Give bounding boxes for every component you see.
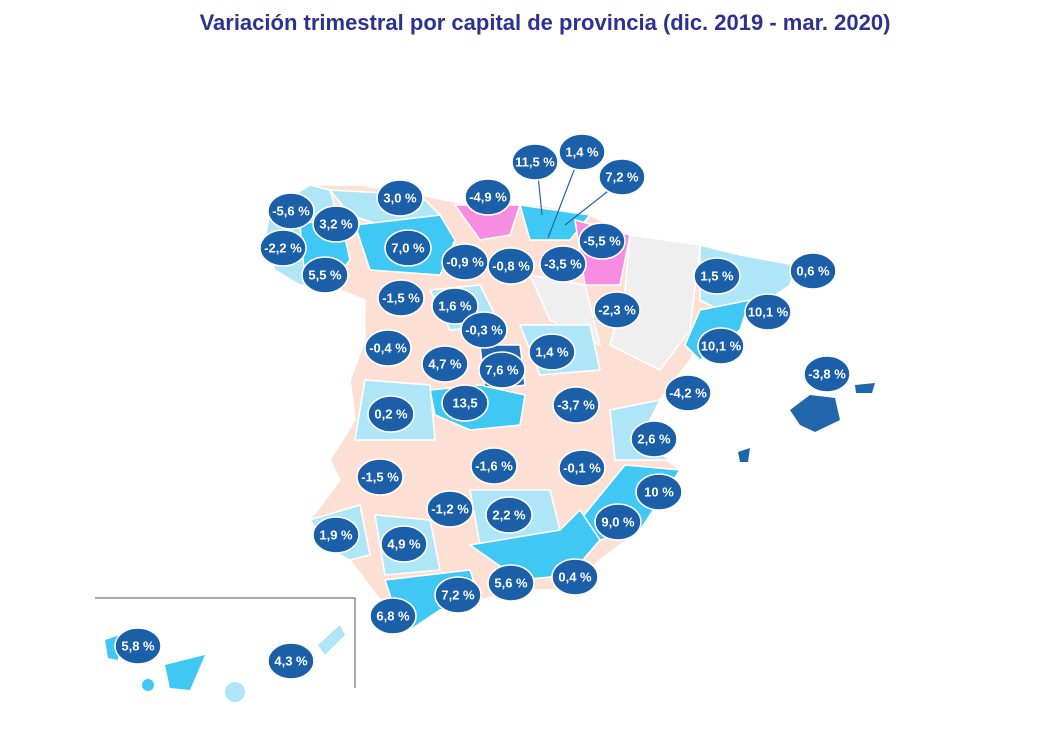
label-bubble	[594, 503, 642, 541]
label-bubble	[593, 291, 641, 329]
label-bubble	[267, 642, 315, 680]
label: 3,2 %	[319, 216, 353, 231]
label: 3,0 %	[383, 190, 417, 205]
label-bubble	[478, 351, 526, 389]
label-bubble	[598, 158, 646, 196]
label-bubble	[431, 287, 479, 325]
label: 5,6 %	[494, 575, 528, 590]
label-bubble	[578, 222, 626, 260]
label: -0,1 %	[563, 460, 601, 475]
peninsula	[264, 184, 796, 632]
title: Variación trimestral por capital de prov…	[200, 10, 891, 35]
label: -3,5 %	[544, 256, 582, 271]
label-bubble	[426, 490, 474, 528]
label: 10,1 %	[701, 338, 742, 353]
label: 7,2 %	[441, 587, 475, 602]
label-bubble	[301, 256, 349, 294]
label-bubble	[693, 257, 741, 295]
label: -0,4 %	[369, 340, 407, 355]
label: 1,4 %	[565, 144, 599, 159]
label-bubble	[267, 192, 315, 230]
label-bubble	[312, 205, 360, 243]
label: 1,5 %	[700, 268, 734, 283]
label-bubble	[552, 386, 600, 424]
label: 4,3 %	[274, 653, 308, 668]
label: 4,7 %	[428, 356, 462, 371]
label: 9,0 %	[601, 514, 635, 529]
label-bubble	[376, 179, 424, 217]
label-bubble	[312, 516, 360, 554]
label-bubble	[789, 252, 837, 290]
label-bubble	[441, 384, 489, 422]
label: 7,0 %	[391, 240, 425, 255]
label: -0,8 %	[492, 258, 530, 273]
label-bubble	[528, 333, 576, 371]
label-bubble	[367, 395, 415, 433]
label-bubble	[434, 576, 482, 614]
label: -5,6 %	[272, 203, 310, 218]
label-bubble	[630, 420, 678, 458]
label: -1,5 %	[382, 290, 420, 305]
label: 0,4 %	[558, 569, 592, 584]
label-bubble	[377, 279, 425, 317]
label: 7,6 %	[485, 362, 519, 377]
label: 0,2 %	[374, 406, 408, 421]
label: -0,9 %	[446, 254, 484, 269]
label-bubble	[356, 458, 404, 496]
label: -0,3 %	[465, 322, 503, 337]
label: 1,9 %	[319, 527, 353, 542]
label-bubble	[551, 558, 599, 596]
label: -4,2 %	[669, 385, 707, 400]
label: -3,7 %	[557, 397, 595, 412]
label: 5,8 %	[121, 638, 155, 653]
label: 13,5	[452, 395, 477, 410]
label-bubble	[744, 293, 792, 331]
label-bubble	[803, 355, 851, 393]
islands	[95, 383, 875, 702]
label-bubble	[421, 345, 469, 383]
label-bubble	[464, 178, 512, 216]
label-bubble	[369, 597, 417, 635]
label: 4,9 %	[387, 536, 421, 551]
label-bubble	[539, 245, 587, 283]
label: -2,2 %	[264, 240, 302, 255]
label: 2,2 %	[492, 507, 526, 522]
label-bubble	[384, 229, 432, 267]
label-bubble	[487, 247, 535, 285]
label: 10 %	[644, 484, 674, 499]
label-bubble	[511, 143, 559, 181]
label: 2,6 %	[637, 431, 671, 446]
label: -2,3 %	[598, 302, 636, 317]
label: 7,2 %	[605, 169, 639, 184]
label: 10,1 %	[748, 304, 789, 319]
label-bubble	[470, 447, 518, 485]
label: 5,5 %	[308, 267, 342, 282]
label: 0,6 %	[796, 263, 830, 278]
label-bubble	[697, 327, 745, 365]
label-bubble	[259, 229, 307, 267]
label-bubble	[558, 449, 606, 487]
label-bubble	[558, 133, 606, 171]
label-bubble	[460, 311, 508, 349]
label: 1,6 %	[438, 298, 472, 313]
leader-lines	[537, 164, 613, 239]
label: -5,5 %	[583, 233, 621, 248]
label: 11,5 %	[515, 154, 555, 169]
label: -4,9 %	[469, 189, 507, 204]
label-bubble	[380, 525, 428, 563]
label: 1,4 %	[535, 344, 569, 359]
label-bubble	[664, 374, 712, 412]
label-bubble	[635, 473, 683, 511]
label-bubble	[487, 564, 535, 602]
label-bubble	[114, 627, 162, 665]
label: -1,5 %	[361, 469, 399, 484]
label-bubble	[364, 329, 412, 367]
label-bubble	[485, 496, 533, 534]
label: -1,2 %	[431, 501, 469, 516]
labels: -5,6 % 3,2 % 3,0 % -4,9 % 11,5 % 1,4 % 7,2 % -2…	[114, 133, 851, 680]
label: -1,6 %	[475, 458, 513, 473]
label: -3,8 %	[808, 366, 846, 381]
label: 6,8 %	[376, 608, 410, 623]
